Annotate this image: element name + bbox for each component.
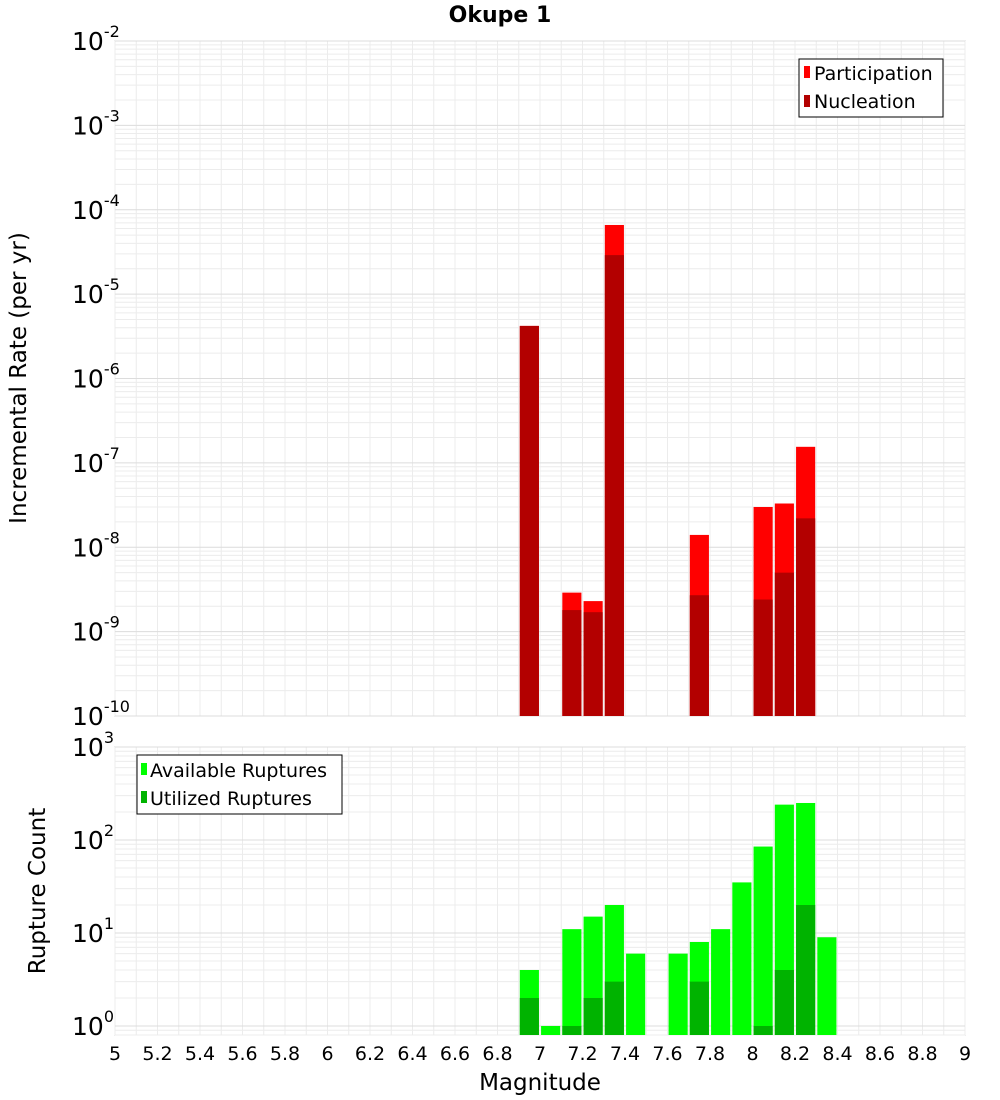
count-bar-available-ruptures xyxy=(541,1025,561,1035)
rate-y-tick-label: 10-8 xyxy=(72,528,120,562)
rate-y-tick-label: 10-6 xyxy=(72,360,120,394)
x-tick-label: 5 xyxy=(109,1043,121,1065)
x-tick-label: 7.4 xyxy=(610,1043,640,1065)
count-bar-utilized-ruptures xyxy=(753,1025,773,1035)
rate-panel: 10-10 10-9 10-8 10-7 10-6 10-5 10-4 10-3 10-2 In… xyxy=(6,22,966,731)
count-legend-box xyxy=(136,754,343,815)
count-y-ticks: 100 101 102 103 xyxy=(72,728,114,1041)
count-bar-available-ruptures xyxy=(753,846,773,1035)
rate-y-axis-label: Incremental Rate (per yr) xyxy=(6,232,32,524)
count-bar-available-ruptures xyxy=(562,929,582,1035)
rate-legend: Participation Nucleation xyxy=(798,58,944,118)
x-tick-label: 8.2 xyxy=(780,1043,810,1065)
x-tick-label: 7.6 xyxy=(652,1043,682,1065)
count-bars xyxy=(519,802,837,1035)
count-bar-utilized-ruptures xyxy=(583,997,603,1035)
x-tick-label: 6.6 xyxy=(440,1043,470,1065)
rate-bar-nucleation xyxy=(562,610,582,716)
nucleation-legend-swatch xyxy=(804,95,810,107)
count-bar-available-ruptures xyxy=(711,929,731,1035)
count-bar-utilized-ruptures xyxy=(519,997,539,1035)
rate-bar-nucleation xyxy=(583,612,603,716)
x-tick-label: 7.2 xyxy=(567,1043,597,1065)
rate-gridlines xyxy=(114,40,966,717)
x-tick-label: 6.4 xyxy=(397,1043,427,1065)
rate-y-tick-label: 10-7 xyxy=(72,444,120,478)
x-tick-label: 6.2 xyxy=(355,1043,385,1065)
rate-y-tick-label: 10-10 xyxy=(72,697,130,731)
count-bar-available-ruptures xyxy=(668,953,688,1035)
count-y-tick-label: 103 xyxy=(72,728,114,762)
participation-legend-label: Participation xyxy=(814,63,933,85)
utilized-legend-label: Utilized Ruptures xyxy=(150,788,312,810)
x-tick-label: 8.8 xyxy=(907,1043,937,1065)
count-y-tick-label: 101 xyxy=(72,914,114,948)
rate-y-tick-label: 10-9 xyxy=(72,613,120,647)
count-bar-utilized-ruptures xyxy=(604,981,624,1035)
available-legend-label: Available Ruptures xyxy=(150,760,327,782)
rate-bar-nucleation xyxy=(796,518,816,716)
rate-y-tick-label: 10-4 xyxy=(72,191,120,225)
count-y-tick-label: 102 xyxy=(72,821,114,855)
x-tick-label: 5.8 xyxy=(270,1043,300,1065)
rate-legend-box xyxy=(798,58,944,118)
chart-title: Okupe 1 xyxy=(449,3,552,28)
rate-bar-nucleation xyxy=(519,325,539,716)
rate-bar-nucleation xyxy=(774,572,794,716)
x-tick-label: 5.6 xyxy=(227,1043,257,1065)
x-tick-label: 9 xyxy=(959,1043,971,1065)
count-bar-utilized-ruptures xyxy=(689,981,709,1035)
x-tick-label: 8.4 xyxy=(822,1043,852,1065)
x-tick-label: 8 xyxy=(746,1043,758,1065)
available-legend-swatch xyxy=(141,763,147,775)
rate-bar-nucleation xyxy=(689,595,709,716)
x-tick-label: 8.6 xyxy=(865,1043,895,1065)
x-tick-label: 6.8 xyxy=(482,1043,512,1065)
rate-y-ticks: 10-10 10-9 10-8 10-7 10-6 10-5 10-4 10-3 10-2 xyxy=(72,22,130,731)
x-axis-label: Magnitude xyxy=(479,1070,601,1096)
rate-y-tick-label: 10-2 xyxy=(72,22,120,56)
count-panel: 100 101 102 103 Rupture Count Available Rup… xyxy=(25,728,966,1041)
rate-bars xyxy=(519,224,816,716)
x-ticks: 5 5.2 5.4 5.6 5.8 6 6.2 6.4 6.6 6.8 7 7.2 7.4 7.6 7.8 8… xyxy=(109,1043,971,1065)
participation-legend-swatch xyxy=(804,66,810,78)
nucleation-legend-label: Nucleation xyxy=(814,91,916,113)
x-tick-label: 7 xyxy=(534,1043,546,1065)
count-y-tick-label: 100 xyxy=(72,1007,114,1041)
count-bar-available-ruptures xyxy=(732,882,752,1035)
x-tick-label: 5.2 xyxy=(142,1043,172,1065)
x-tick-label: 6 xyxy=(321,1043,333,1065)
count-legend: Available Ruptures Utilized Ruptures xyxy=(136,754,343,815)
count-bar-utilized-ruptures xyxy=(774,969,794,1035)
rate-y-tick-label: 10-5 xyxy=(72,275,120,309)
utilized-legend-swatch xyxy=(141,791,147,803)
x-tick-label: 5.4 xyxy=(185,1043,215,1065)
count-y-axis-label: Rupture Count xyxy=(25,808,51,974)
count-bar-utilized-ruptures xyxy=(562,1025,582,1035)
count-bar-available-ruptures xyxy=(626,953,646,1035)
count-bar-utilized-ruptures xyxy=(796,904,816,1035)
count-bar-available-ruptures xyxy=(817,937,837,1035)
rate-bar-nucleation xyxy=(753,599,773,716)
count-gridlines xyxy=(114,746,966,1036)
rate-bar-nucleation xyxy=(604,255,624,716)
rate-y-tick-label: 10-3 xyxy=(72,106,120,140)
x-tick-label: 7.8 xyxy=(695,1043,725,1065)
